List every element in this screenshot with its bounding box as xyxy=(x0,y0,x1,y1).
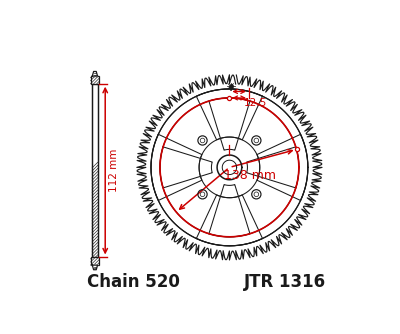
Text: 138 mm: 138 mm xyxy=(224,169,276,182)
Text: 12.5: 12.5 xyxy=(244,98,267,108)
Bar xyxy=(92,84,98,258)
Polygon shape xyxy=(92,265,98,270)
Bar xyxy=(90,76,99,84)
Polygon shape xyxy=(151,89,262,200)
Polygon shape xyxy=(160,147,212,188)
Polygon shape xyxy=(209,98,250,150)
Bar xyxy=(90,258,99,265)
Polygon shape xyxy=(196,134,308,246)
Polygon shape xyxy=(151,134,262,246)
Text: JTR 1316: JTR 1316 xyxy=(244,273,326,291)
Polygon shape xyxy=(209,185,250,237)
Polygon shape xyxy=(92,71,98,76)
Polygon shape xyxy=(196,89,308,200)
Text: Chain 520: Chain 520 xyxy=(87,273,180,291)
Polygon shape xyxy=(247,147,299,188)
Text: 112 mm: 112 mm xyxy=(109,149,119,192)
